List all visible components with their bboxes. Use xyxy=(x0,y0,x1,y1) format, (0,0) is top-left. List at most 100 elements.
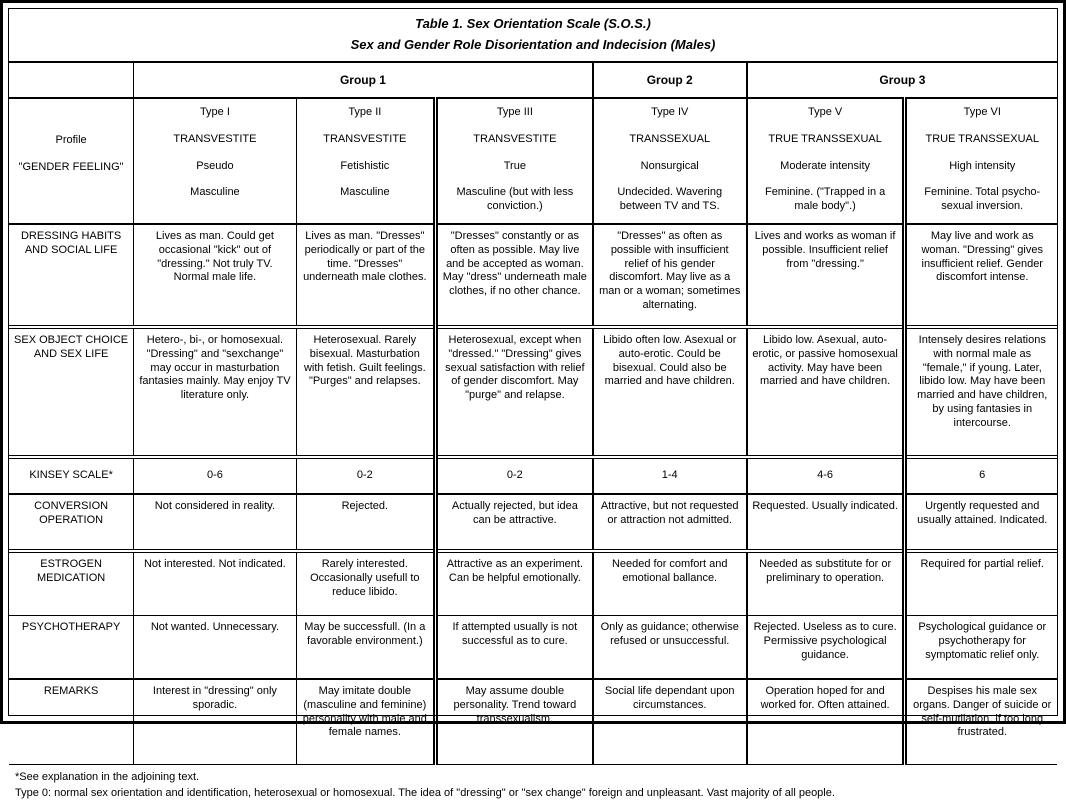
document-inner-frame: Table 1. Sex Orientation Scale (S.O.S.) … xyxy=(8,8,1058,716)
row-header-estrogen: ESTROGEN MEDICATION xyxy=(9,551,134,616)
type4-name: TRANSSEXUAL xyxy=(598,133,742,147)
kinsey-type6: 6 xyxy=(905,457,1057,494)
footnotes: *See explanation in the adjoining text. … xyxy=(9,765,1057,807)
estrogen-type3: Attractive as an experiment. Can be help… xyxy=(436,551,593,616)
conversion-type2: Rejected. xyxy=(296,494,435,551)
estrogen-type4: Needed for comfort and emotional ballanc… xyxy=(593,551,747,616)
profile-type2: Type II TRANSVESTITE Fetishistic Masculi… xyxy=(296,98,435,224)
footnote-type0: Type 0: normal sex orientation and ident… xyxy=(15,786,1051,802)
group-1-header: Group 1 xyxy=(134,62,593,98)
type3-subtype: True xyxy=(442,160,588,174)
type1-name: TRANSVESTITE xyxy=(138,133,291,147)
type1-label: Type I xyxy=(138,106,291,120)
psycho-type2: May be successfull. (In a favorable envi… xyxy=(296,616,435,680)
estrogen-type2: Rarely interested. Occasionally usefull … xyxy=(296,551,435,616)
table-title: Table 1. Sex Orientation Scale (S.O.S.) … xyxy=(9,9,1057,62)
conversion-type4: Attractive, but not requested or attract… xyxy=(593,494,747,551)
type6-label: Type VI xyxy=(911,106,1053,120)
remarks-type5: Operation hoped for and worked for. Ofte… xyxy=(747,679,905,765)
row-header-sex-object: SEX OBJECT CHOICE AND SEX LIFE xyxy=(9,327,134,457)
psycho-type4: Only as guidance; otherwise refused or u… xyxy=(593,616,747,680)
type3-label: Type III xyxy=(442,106,588,120)
type4-subtype: Nonsurgical xyxy=(598,160,742,174)
sexlife-type3: Heterosexual, except when "dressed." "Dr… xyxy=(436,327,593,457)
type4-feeling: Undecided. Wavering between TV and TS. xyxy=(598,186,742,214)
group-2-header: Group 2 xyxy=(593,62,747,98)
estrogen-type6: Required for partial relief. xyxy=(905,551,1057,616)
conversion-type6: Urgently requested and usually attained.… xyxy=(905,494,1057,551)
sexlife-type4: Libido often low. Asexual or auto-erotic… xyxy=(593,327,747,457)
title-line-1: Table 1. Sex Orientation Scale (S.O.S.) xyxy=(13,14,1053,35)
type2-name: TRANSVESTITE xyxy=(301,133,429,147)
kinsey-type1: 0-6 xyxy=(134,457,296,494)
estrogen-type5: Needed as substitute for or preliminary … xyxy=(747,551,905,616)
remarks-row: REMARKS Interest in "dressing" only spor… xyxy=(9,679,1057,765)
row-header-conversion: CONVERSION OPERATION xyxy=(9,494,134,551)
row-header-profile: Profile "GENDER FEELING" xyxy=(9,98,134,224)
type5-label: Type V xyxy=(752,106,899,120)
profile-row: Profile "GENDER FEELING" Type I TRANSVES… xyxy=(9,98,1057,224)
type6-subtype: High intensity xyxy=(911,160,1053,174)
document-outer-frame: Table 1. Sex Orientation Scale (S.O.S.) … xyxy=(0,0,1066,724)
remarks-type3: May assume double personality. Trend tow… xyxy=(436,679,593,765)
row-header-remarks: REMARKS xyxy=(9,679,134,765)
row-header-kinsey: KINSEY SCALE* xyxy=(9,457,134,494)
conversion-type5: Requested. Usually indicated. xyxy=(747,494,905,551)
profile-type4: Type IV TRANSSEXUAL Nonsurgical Undecide… xyxy=(593,98,747,224)
dressing-type2: Lives as man. "Dresses" periodically or … xyxy=(296,224,435,327)
dressing-type1: Lives as man. Could get occasional "kick… xyxy=(134,224,296,327)
type5-subtype: Moderate intensity xyxy=(752,160,899,174)
sexlife-type1: Hetero-, bi-, or homosexual. "Dressing" … xyxy=(134,327,296,457)
profile-label: Profile xyxy=(13,134,129,148)
type1-subtype: Pseudo xyxy=(138,160,291,174)
profile-type1: Type I TRANSVESTITE Pseudo Masculine xyxy=(134,98,296,224)
footnotes-row: *See explanation in the adjoining text. … xyxy=(9,765,1057,807)
psycho-type6: Psychological guidance or psychotherapy … xyxy=(905,616,1057,680)
psycho-type5: Rejected. Useless as to cure. Permissive… xyxy=(747,616,905,680)
profile-type5: Type V TRUE TRANSSEXUAL Moderate intensi… xyxy=(747,98,905,224)
group-3-header: Group 3 xyxy=(747,62,1057,98)
type3-feeling: Masculine (but with less conviction.) xyxy=(442,186,588,214)
footnote-asterisk: *See explanation in the adjoining text. xyxy=(15,770,1051,786)
row-header-psychotherapy: PSYCHOTHERAPY xyxy=(9,616,134,680)
sex-object-row: SEX OBJECT CHOICE AND SEX LIFE Hetero-, … xyxy=(9,327,1057,457)
title-line-2: Sex and Gender Role Disorientation and I… xyxy=(13,35,1053,56)
type5-feeling: Feminine. ("Trapped in a male body".) xyxy=(752,186,899,214)
type4-label: Type IV xyxy=(598,106,742,120)
kinsey-row: KINSEY SCALE* 0-6 0-2 0-2 1-4 4-6 6 xyxy=(9,457,1057,494)
remarks-type6: Despises his male sex organs. Danger of … xyxy=(905,679,1057,765)
dressing-type3: "Dresses" constantly or as often as poss… xyxy=(436,224,593,327)
kinsey-type4: 1-4 xyxy=(593,457,747,494)
title-row: Table 1. Sex Orientation Scale (S.O.S.) … xyxy=(9,9,1057,62)
dressing-type4: "Dresses" as often as possible with insu… xyxy=(593,224,747,327)
sexlife-type6: Intensely desires relations with normal … xyxy=(905,327,1057,457)
conversion-type1: Not considered in reality. xyxy=(134,494,296,551)
row-header-dressing: DRESSING HABITS AND SOCIAL LIFE xyxy=(9,224,134,327)
type2-label: Type II xyxy=(301,106,429,120)
remarks-type2: May imitate double (masculine and femini… xyxy=(296,679,435,765)
dressing-type6: May live and work as woman. "Dressing" g… xyxy=(905,224,1057,327)
group-header-row: Group 1 Group 2 Group 3 xyxy=(9,62,1057,98)
type3-name: TRANSVESTITE xyxy=(442,133,588,147)
type5-name: TRUE TRANSSEXUAL xyxy=(752,133,899,147)
profile-type3: Type III TRANSVESTITE True Masculine (bu… xyxy=(436,98,593,224)
kinsey-type5: 4-6 xyxy=(747,457,905,494)
psychotherapy-row: PSYCHOTHERAPY Not wanted. Unnecessary. M… xyxy=(9,616,1057,680)
type6-feeling: Feminine. Total psycho-sexual inversion. xyxy=(911,186,1053,214)
remarks-type1: Interest in "dressing" only sporadic. xyxy=(134,679,296,765)
dressing-row: DRESSING HABITS AND SOCIAL LIFE Lives as… xyxy=(9,224,1057,327)
kinsey-type2: 0-2 xyxy=(296,457,435,494)
sexlife-type2: Heterosexual. Rarely bisexual. Masturbat… xyxy=(296,327,435,457)
sexlife-type5: Libido low. Asexual, auto-erotic, or pas… xyxy=(747,327,905,457)
type2-subtype: Fetishistic xyxy=(301,160,429,174)
gender-feeling-label: "GENDER FEELING" xyxy=(13,161,129,175)
estrogen-row: ESTROGEN MEDICATION Not interested. Not … xyxy=(9,551,1057,616)
conversion-row: CONVERSION OPERATION Not considered in r… xyxy=(9,494,1057,551)
group-header-empty-cell xyxy=(9,62,134,98)
psycho-type1: Not wanted. Unnecessary. xyxy=(134,616,296,680)
kinsey-type3: 0-2 xyxy=(436,457,593,494)
type2-feeling: Masculine xyxy=(301,186,429,200)
remarks-type4: Social life dependant upon circumstances… xyxy=(593,679,747,765)
type1-feeling: Masculine xyxy=(138,186,291,200)
psycho-type3: If attempted usually is not successful a… xyxy=(436,616,593,680)
